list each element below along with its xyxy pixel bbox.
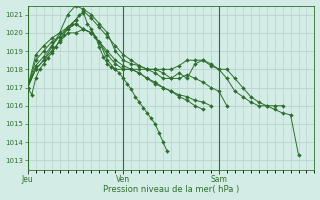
X-axis label: Pression niveau de la mer( hPa ): Pression niveau de la mer( hPa ): [103, 185, 239, 194]
